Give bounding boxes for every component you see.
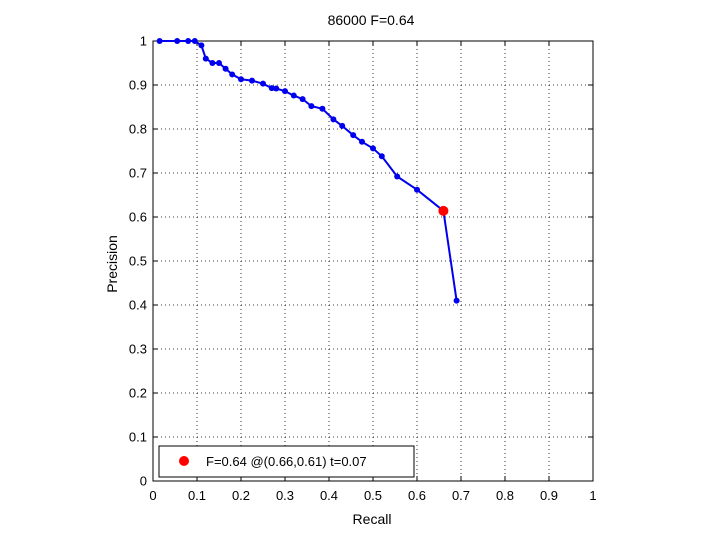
legend: F=0.64 @(0.66,0.61) t=0.07	[158, 445, 415, 478]
data-point	[156, 38, 163, 44]
data-point	[394, 173, 401, 180]
x-tick-label: 0.2	[232, 488, 250, 503]
series	[156, 38, 460, 304]
legend-marker	[179, 456, 189, 466]
data-point	[260, 80, 266, 87]
data-point	[330, 116, 337, 123]
x-tick-label: 0.7	[452, 488, 470, 503]
data-point	[350, 132, 357, 139]
data-point	[370, 145, 376, 152]
y-tick-label: 0.3	[129, 342, 147, 357]
series-line	[159, 40, 458, 301]
best-f-point	[438, 205, 449, 216]
data-point	[174, 38, 181, 44]
legend-box	[158, 445, 415, 478]
y-tick-label: 0.9	[129, 78, 147, 93]
y-tick-label: 0.1	[129, 430, 147, 445]
y-axis-label: Precision	[104, 235, 120, 293]
grid	[153, 41, 593, 481]
data-point	[191, 38, 198, 44]
data-point	[238, 76, 244, 83]
y-tick-label: 1	[140, 34, 147, 49]
data-point	[249, 77, 255, 84]
data-point	[453, 297, 460, 304]
chart-title: 86000 F=0.64	[328, 12, 415, 28]
y-tick-label: 0	[140, 474, 147, 489]
x-tick-label: 1	[589, 488, 596, 503]
x-tick-label: 0	[149, 488, 156, 503]
data-point	[339, 122, 346, 129]
y-tick-label: 0.5	[129, 254, 147, 269]
data-point	[216, 60, 222, 66]
x-tick-label: 0.6	[408, 488, 426, 503]
data-point	[359, 138, 365, 145]
x-tick-label: 0.9	[540, 488, 558, 503]
data-point	[414, 186, 420, 193]
data-point	[378, 153, 385, 160]
data-point	[268, 85, 275, 92]
data-point	[319, 105, 326, 112]
data-point	[202, 55, 209, 62]
data-point	[222, 65, 229, 72]
data-point	[209, 60, 216, 66]
data-point	[229, 71, 236, 78]
x-tick-label: 0.8	[496, 488, 514, 503]
data-point	[299, 96, 306, 103]
data-point	[198, 42, 205, 49]
y-tick-label: 0.7	[129, 166, 147, 181]
x-axis-label: Recall	[353, 511, 392, 527]
data-point	[290, 92, 297, 99]
x-tick-label: 0.4	[320, 488, 338, 503]
data-point	[185, 38, 192, 44]
x-tick-label: 0.5	[364, 488, 382, 503]
legend-label: F=0.64 @(0.66,0.61) t=0.07	[206, 454, 367, 469]
x-tick-label: 0.1	[188, 488, 206, 503]
y-tick-label: 0.2	[129, 386, 147, 401]
y-tick-label: 0.8	[129, 122, 147, 137]
data-point	[308, 103, 315, 110]
y-tick-label: 0.6	[129, 210, 147, 225]
y-tick-label: 0.4	[129, 298, 147, 313]
x-tick-label: 0.3	[276, 488, 294, 503]
data-point	[282, 88, 288, 95]
ticks: 0 0.1 0.2 0.3 0.4 0.5 0.6 0.7 0.8 0.9 1 0 0.1 0.2 0.3 0…	[129, 34, 597, 504]
data-point	[273, 85, 280, 92]
